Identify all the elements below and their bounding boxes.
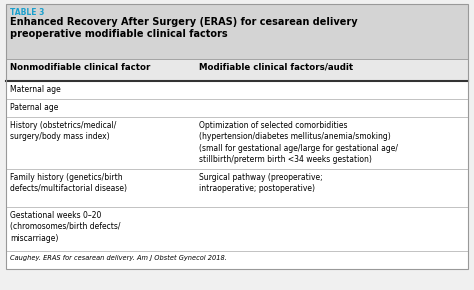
- Text: Gestational weeks 0–20
(chromosomes/birth defects/
miscarriage): Gestational weeks 0–20 (chromosomes/birt…: [10, 211, 120, 243]
- Bar: [6, 81, 468, 99]
- Bar: [6, 59, 468, 81]
- Bar: [6, 99, 468, 117]
- Text: Enhanced Recovery After Surgery (ERAS) for cesarean delivery: Enhanced Recovery After Surgery (ERAS) f…: [10, 17, 357, 27]
- Text: Nonmodifiable clinical factor: Nonmodifiable clinical factor: [10, 63, 150, 72]
- Text: Caughey. ERAS for cesarean delivery. Am J Obstet Gynecol 2018.: Caughey. ERAS for cesarean delivery. Am …: [10, 255, 227, 261]
- Text: Optimization of selected comorbidities
(hypertension/diabetes mellitus/anemia/sm: Optimization of selected comorbidities (…: [199, 121, 398, 164]
- Bar: [6, 251, 468, 269]
- Text: History (obstetrics/medical/
surgery/body mass index): History (obstetrics/medical/ surgery/bod…: [10, 121, 117, 142]
- Text: TABLE 3: TABLE 3: [10, 8, 45, 17]
- Text: Surgical pathway (preoperative;
intraoperative; postoperative): Surgical pathway (preoperative; intraope…: [199, 173, 323, 193]
- Text: Maternal age: Maternal age: [10, 85, 61, 94]
- Bar: [6, 207, 468, 251]
- Text: Modifiable clinical factors/audit: Modifiable clinical factors/audit: [199, 63, 353, 72]
- Text: Paternal age: Paternal age: [10, 103, 58, 112]
- Bar: [6, 4, 468, 59]
- Text: preoperative modifiable clinical factors: preoperative modifiable clinical factors: [10, 29, 228, 39]
- Bar: [6, 117, 468, 169]
- Text: Family history (genetics/birth
defects/multifactorial disease): Family history (genetics/birth defects/m…: [10, 173, 127, 193]
- Bar: [6, 169, 468, 207]
